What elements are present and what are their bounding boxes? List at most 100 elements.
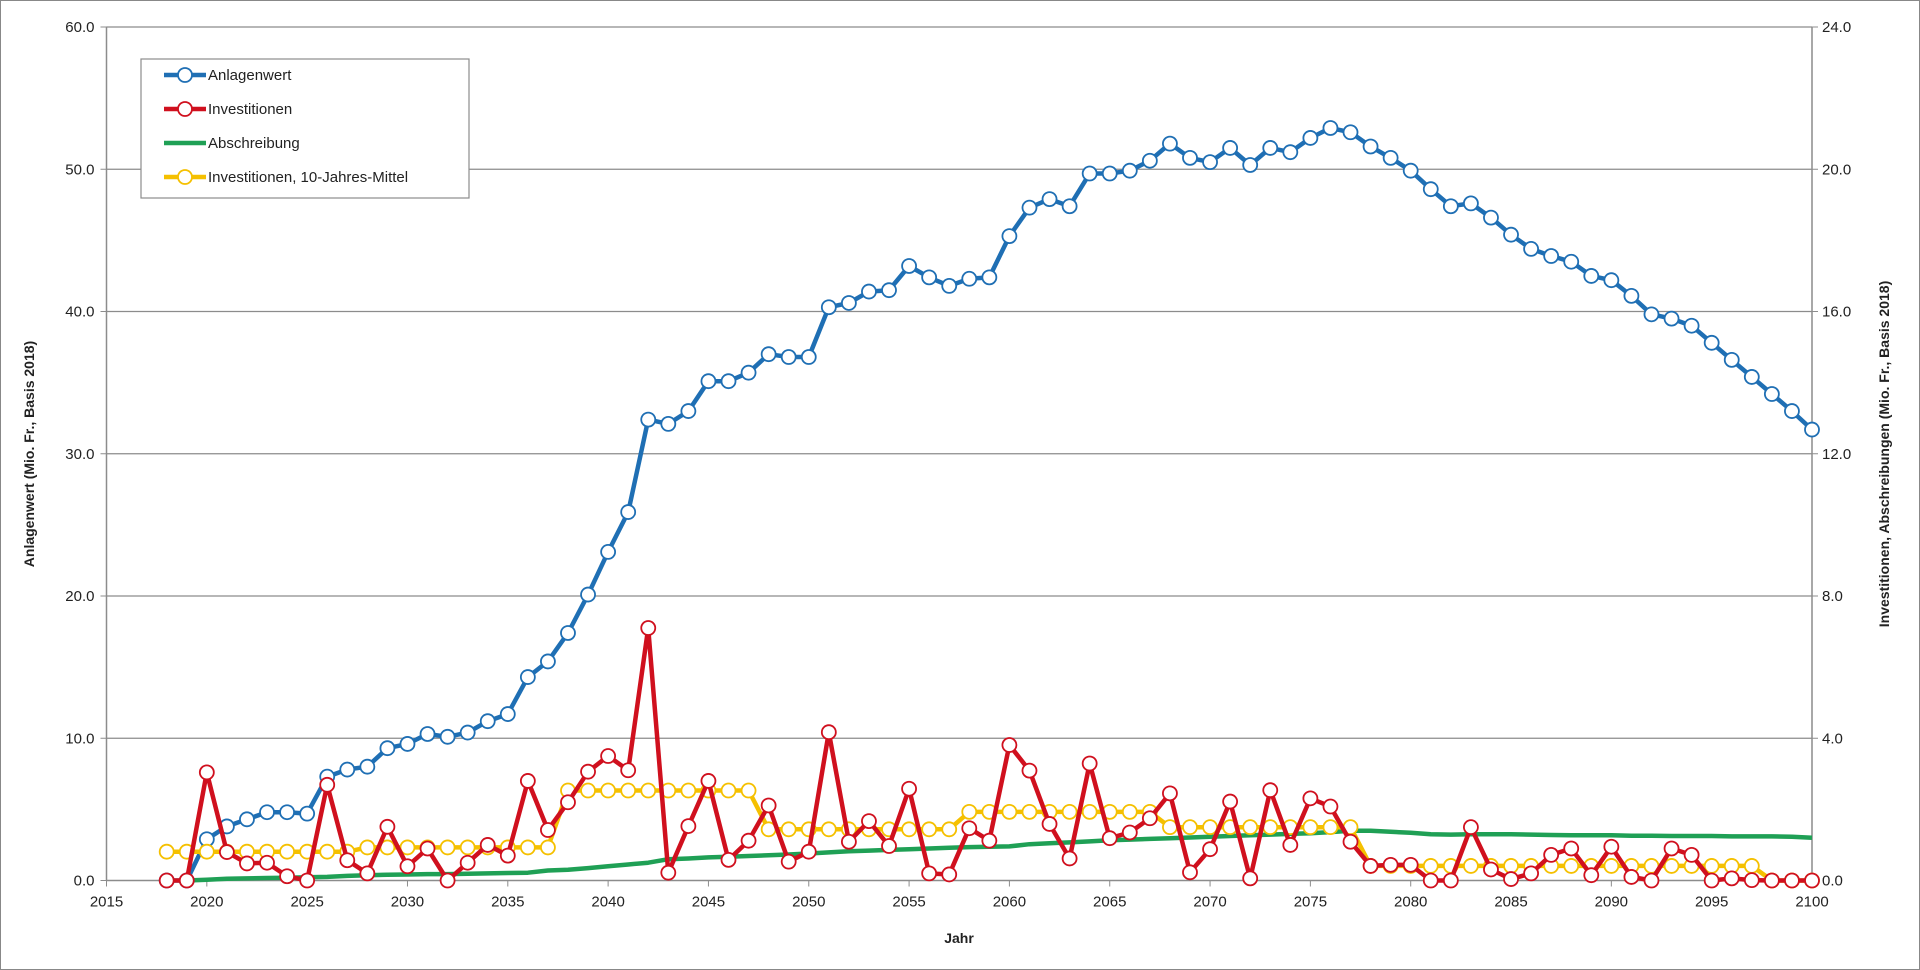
data-point-investitionen: [218, 844, 235, 860]
data-point-investitionen: [780, 853, 797, 870]
data-point-investitionen: [1342, 833, 1359, 850]
data-point-anlagenwert: [1402, 162, 1419, 179]
data-point-investitionen: [620, 762, 637, 779]
data-point-anlagenwert: [1583, 268, 1600, 284]
data-point-investitionen-10-jahres-mittel: [820, 821, 837, 838]
data-point-investitionen-10-jahres-mittel: [580, 782, 596, 799]
data-point-investitionen-10-jahres-mittel: [1322, 819, 1339, 836]
data-point-investitionen: [1804, 872, 1820, 889]
data-point-investitionen: [1422, 872, 1439, 889]
x-tick-label: 2030: [391, 894, 424, 911]
data-point-investitionen-10-jahres-mittel: [459, 839, 476, 856]
data-point-investitionen: [399, 858, 416, 875]
data-point-investitionen-10-jahres-mittel: [620, 782, 637, 799]
data-point-investitionen: [1081, 755, 1098, 772]
data-point-anlagenwert: [600, 544, 617, 560]
data-point-investitionen: [1683, 846, 1700, 863]
data-point-anlagenwert: [1202, 154, 1218, 171]
x-tick-label: 2070: [1193, 894, 1226, 911]
data-point-investitionen-10-jahres-mittel: [901, 821, 917, 838]
data-point-investitionen: [339, 852, 356, 869]
data-point-investitionen: [881, 838, 897, 854]
data-point-anlagenwert: [379, 740, 396, 757]
data-point-investitionen-10-jahres-mittel: [1182, 819, 1198, 836]
data-point-anlagenwert: [439, 728, 456, 745]
data-point-investitionen: [580, 763, 596, 780]
data-point-investitionen: [680, 818, 697, 834]
data-point-investitionen: [600, 748, 617, 764]
y-axis-left-label: Anlagenwert (Mio. Fr., Basis 2018): [21, 341, 37, 567]
data-point-investitionen: [1583, 867, 1600, 884]
data-point-anlagenwert: [1703, 334, 1720, 351]
data-point-anlagenwert: [1763, 386, 1780, 402]
data-point-investitionen: [720, 851, 737, 868]
legend: Anlagenwert Investitionen Abschreibung Inve…: [140, 58, 470, 199]
data-point-investitionen-10-jahres-mittel: [941, 821, 958, 838]
data-point-anlagenwert: [499, 706, 516, 722]
data-point-anlagenwert: [921, 269, 938, 286]
data-point-investitionen: [158, 872, 175, 889]
data-point-investitionen: [1222, 793, 1239, 810]
data-point-investitionen: [479, 837, 496, 853]
data-point-investitionen-10-jahres-mittel: [1081, 803, 1098, 820]
y-left-tick-label: 10.0: [65, 730, 94, 747]
data-point-anlagenwert: [419, 726, 436, 742]
data-point-anlagenwert: [660, 415, 677, 432]
data-point-investitionen: [941, 866, 958, 883]
data-point-anlagenwert: [700, 373, 717, 390]
data-point-investitionen: [1603, 838, 1620, 855]
y-right-tick-label: 16.0: [1822, 304, 1851, 321]
data-point-investitionen: [259, 854, 275, 871]
data-point-investitionen: [1483, 861, 1499, 878]
data-point-investitionen: [1041, 816, 1058, 832]
data-point-anlagenwert: [840, 295, 857, 311]
y-axis-right-label: Investitionen, Abschreibungen (Mio. Fr.,…: [1876, 281, 1892, 627]
data-point-investitionen-10-jahres-mittel: [600, 782, 617, 799]
data-point-investitionen: [519, 773, 536, 789]
data-point-anlagenwert: [1262, 140, 1279, 156]
data-point-investitionen: [1362, 858, 1379, 874]
data-point-anlagenwert: [680, 403, 697, 419]
data-point-anlagenwert: [1362, 138, 1379, 155]
series-line-anlagenwert: [166, 125, 1814, 883]
data-point-anlagenwert: [1242, 157, 1259, 173]
data-point-investitionen: [640, 620, 657, 636]
data-point-investitionen-10-jahres-mittel: [640, 782, 657, 799]
data-point-investitionen-10-jahres-mittel: [1743, 858, 1760, 874]
data-point-anlagenwert: [1603, 272, 1620, 289]
data-point-anlagenwert: [1643, 306, 1660, 323]
data-point-investitionen: [740, 832, 757, 849]
data-point-anlagenwert: [1483, 209, 1499, 226]
data-point-investitionen: [1763, 872, 1780, 889]
x-tick-label: 2035: [491, 894, 524, 911]
data-point-investitionen: [1784, 872, 1800, 889]
data-point-investitionen: [1663, 840, 1680, 857]
data-point-investitionen: [1262, 782, 1279, 799]
y-left-tick-label: 20.0: [65, 588, 94, 605]
data-point-investitionen: [1242, 870, 1259, 887]
legend-label: Investitionen: [208, 101, 292, 118]
data-point-anlagenwert: [1222, 140, 1239, 156]
data-point-anlagenwert: [459, 724, 476, 741]
y-right-tick-label: 4.0: [1822, 730, 1843, 747]
data-point-anlagenwert: [259, 804, 275, 821]
data-point-anlagenwert: [359, 758, 376, 775]
data-point-anlagenwert: [1743, 369, 1760, 385]
data-point-investitionen: [279, 868, 295, 885]
data-point-investitionen-10-jahres-mittel: [921, 821, 938, 838]
data-point-investitionen: [1723, 870, 1740, 887]
x-tick-label: 2045: [692, 894, 725, 911]
data-point-investitionen-10-jahres-mittel: [279, 843, 295, 860]
y-left-tick-label: 50.0: [65, 161, 94, 178]
data-point-anlagenwert: [580, 586, 596, 603]
data-point-investitionen-10-jahres-mittel: [1061, 803, 1078, 820]
data-point-investitionen: [800, 843, 817, 860]
data-point-investitionen-10-jahres-mittel: [1021, 803, 1038, 820]
data-point-investitionen: [1162, 785, 1178, 802]
data-point-anlagenwert: [1121, 162, 1138, 179]
data-point-investitionen: [1282, 837, 1299, 853]
x-tick-label: 2040: [591, 894, 624, 911]
data-point-investitionen: [379, 818, 396, 835]
data-point-investitionen: [1503, 871, 1519, 887]
